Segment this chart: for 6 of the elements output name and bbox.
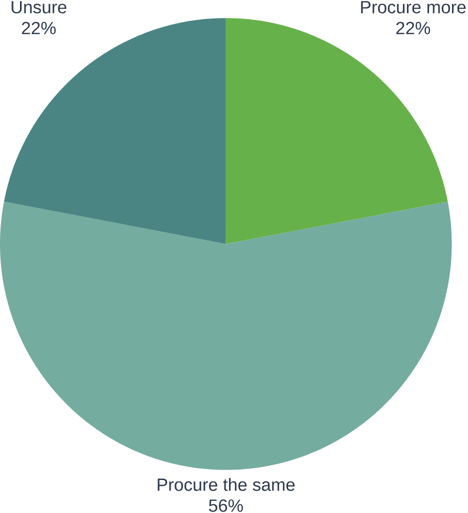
data-label: 22% <box>22 22 56 34</box>
data-label: 56% <box>209 499 244 512</box>
slice-label: Procure the same <box>158 478 295 491</box>
slice-label: Unsure <box>12 1 67 14</box>
slice-label: Procure more <box>361 1 466 14</box>
data-label: 22% <box>396 22 430 34</box>
